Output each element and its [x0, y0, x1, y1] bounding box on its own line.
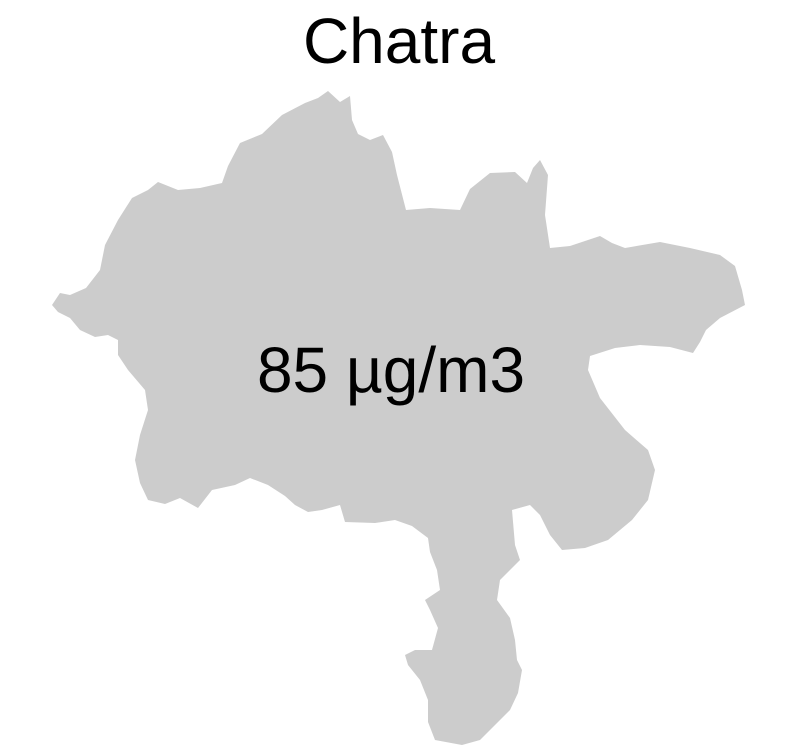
chatra-district-shape: [52, 91, 745, 745]
map-title: Chatra: [302, 5, 496, 77]
region-value-label: 85 µg/m3: [256, 334, 526, 406]
